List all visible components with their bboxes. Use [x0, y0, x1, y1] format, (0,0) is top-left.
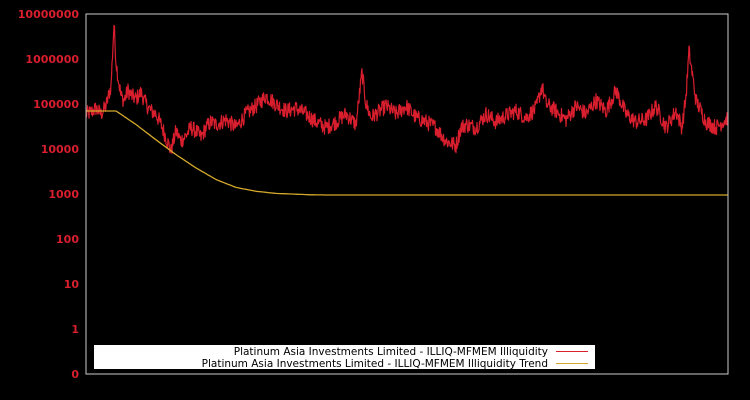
y-tick-label: 1000000	[25, 53, 79, 66]
y-tick-label: 10000000	[18, 8, 80, 21]
y-tick-label: 10000	[41, 143, 80, 156]
plot-series	[85, 24, 729, 196]
legend-label-illiquidity: Platinum Asia Investments Limited - ILLI…	[234, 346, 548, 358]
y-axis-tick-labels: 0 1 10 100 1000 10000 100000 1000000 10000000	[18, 8, 80, 381]
y-tick-label: 100	[56, 233, 79, 246]
legend: Platinum Asia Investments Limited - ILLI…	[94, 345, 595, 370]
legend-label-trend: Platinum Asia Investments Limited - ILLI…	[202, 358, 548, 370]
plot-frame	[85, 13, 729, 375]
y-tick-label: 0	[71, 368, 79, 381]
y-tick-label: 1000	[48, 188, 79, 201]
illiquidity-trend-line	[86, 110, 728, 196]
illiquidity-line	[85, 24, 729, 154]
legend-box	[94, 345, 595, 369]
y-tick-label: 1	[71, 323, 79, 336]
y-tick-label: 100000	[33, 98, 79, 111]
y-tick-label: 10	[64, 278, 80, 291]
